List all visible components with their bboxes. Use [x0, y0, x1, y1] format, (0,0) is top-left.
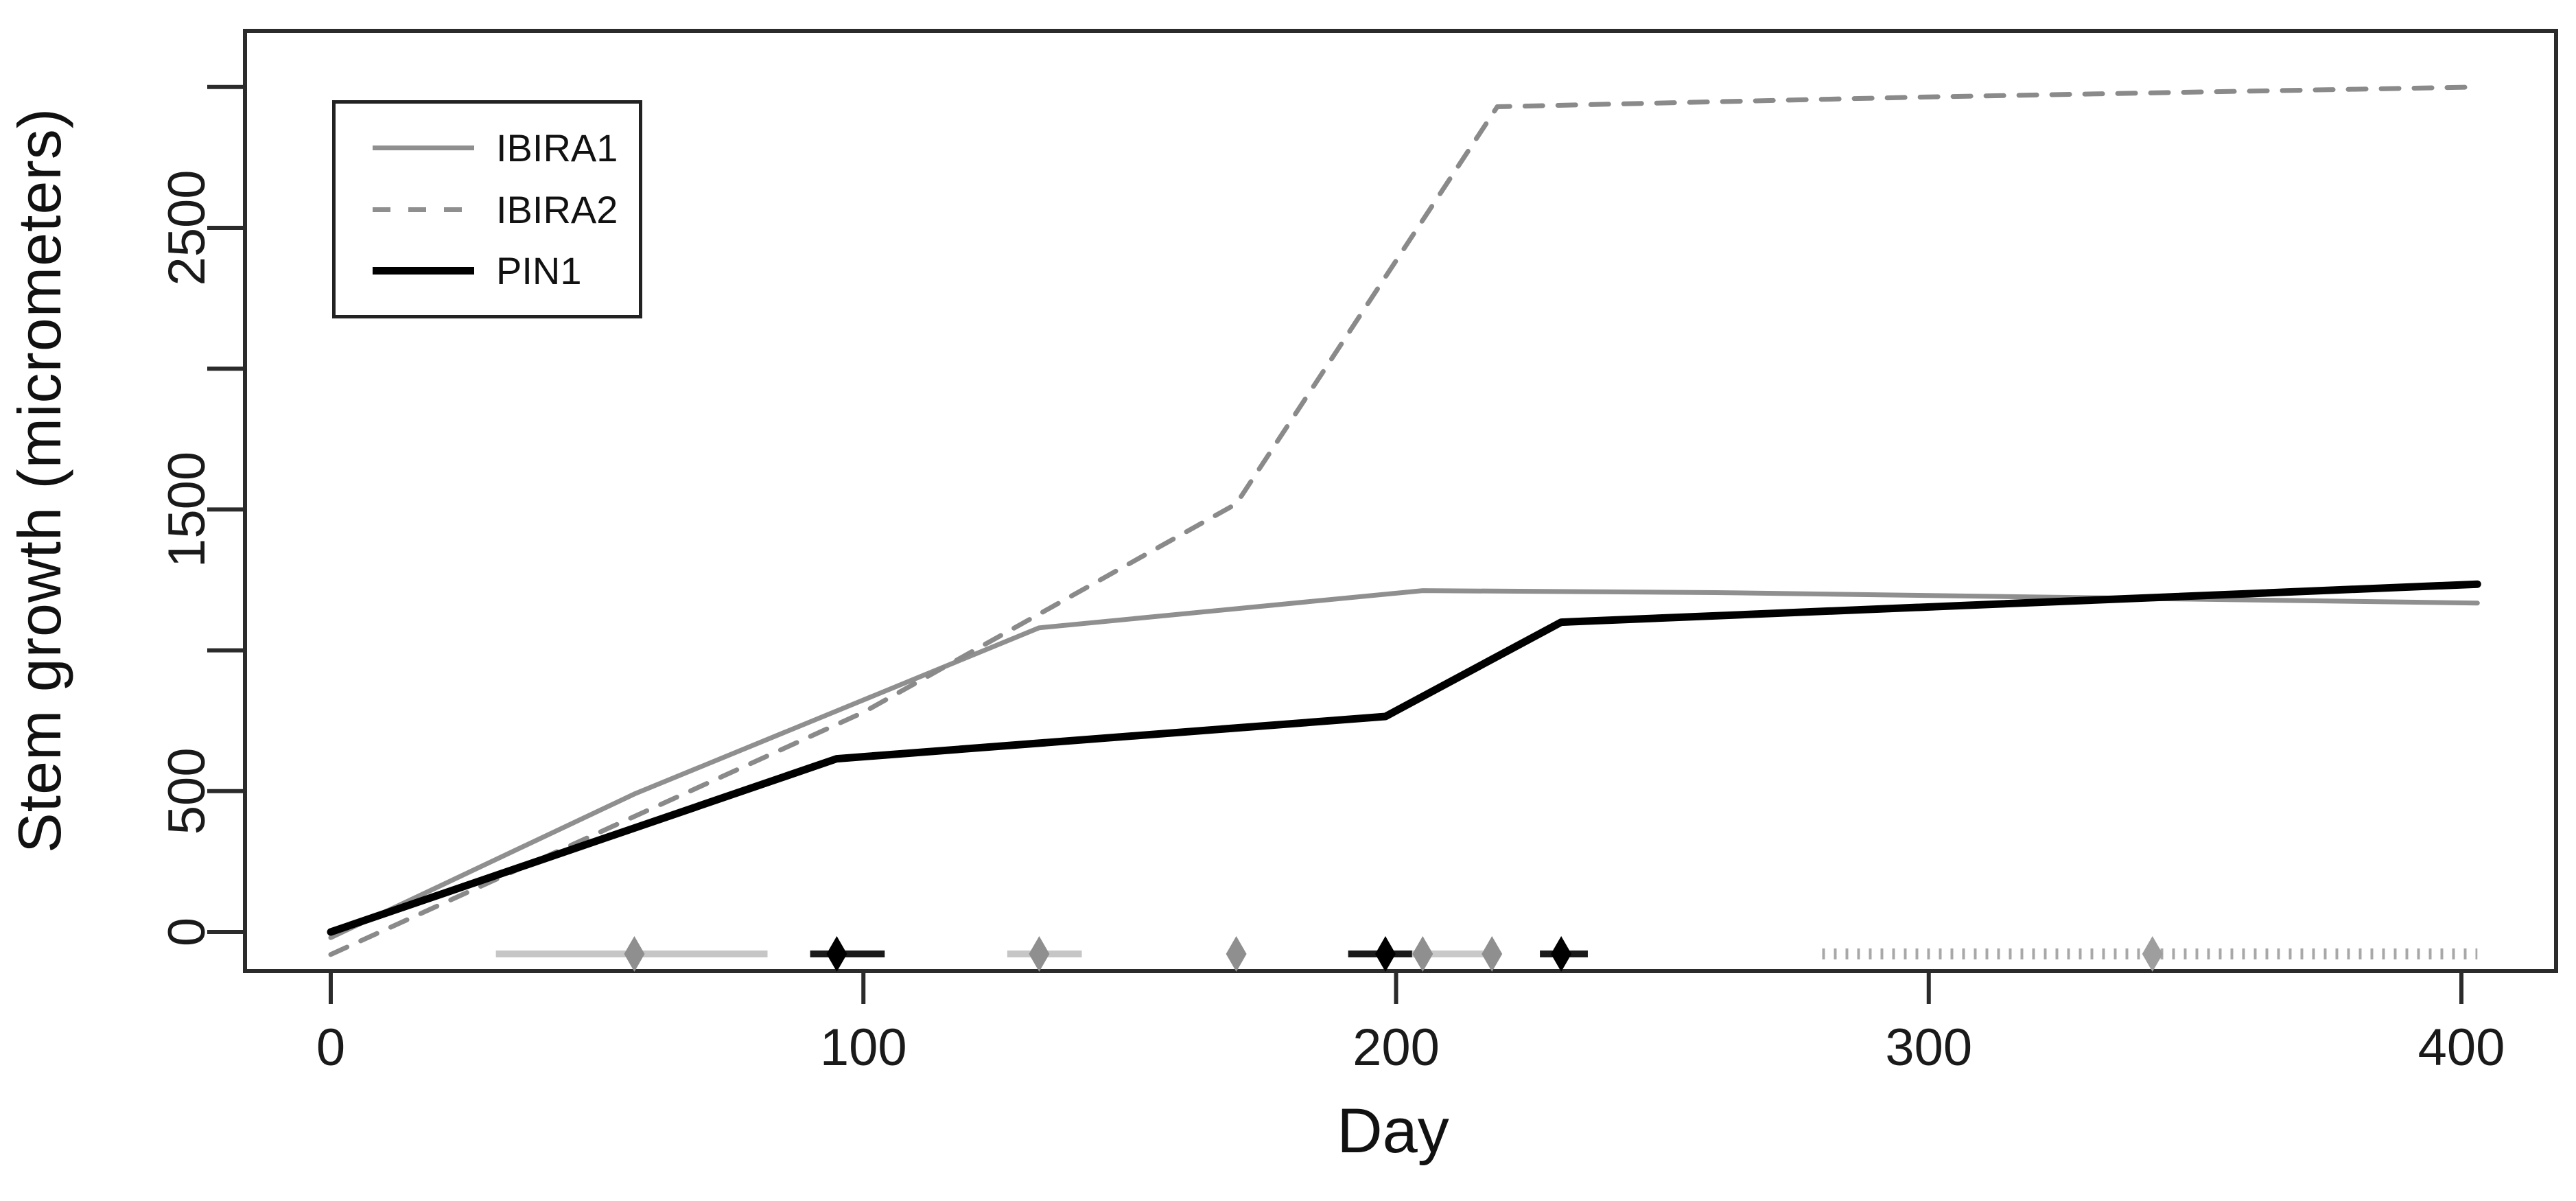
plot-border	[243, 29, 2558, 973]
legend-item-ibira1: IBIRA1	[373, 126, 632, 170]
legend-line-sample-solid-gray	[373, 145, 474, 151]
legend-item-ibira2: IBIRA2	[373, 187, 632, 232]
y-tick-label: 2500	[158, 170, 216, 285]
event-marker-diamond	[624, 936, 645, 972]
legend-box: IBIRA1 IBIRA2 PIN1	[332, 100, 642, 318]
event-marker-diamond	[1551, 936, 1572, 972]
x-axis-title: Day	[1337, 1096, 1449, 1166]
event-marker-diamond	[1412, 936, 1433, 972]
series-line-pin1	[327, 580, 2481, 936]
legend-label: IBIRA1	[496, 126, 618, 170]
legend-label: IBIRA2	[496, 187, 618, 231]
series-line-ibira1	[328, 588, 2480, 940]
x-tick-label: 400	[2418, 1018, 2505, 1077]
series-line-ibira2	[328, 84, 2480, 957]
event-marker-diamond	[826, 936, 847, 972]
x-tick-label: 100	[820, 1018, 907, 1077]
y-tick-label: 0	[158, 918, 216, 946]
event-marker-diamond	[1374, 936, 1396, 972]
y-tick-label: 1500	[158, 452, 216, 568]
y-tick-label: 500	[158, 747, 216, 835]
event-marker-diamond	[1029, 936, 1050, 972]
y-axis-title: Stem growth (micrometers)	[5, 107, 73, 854]
x-tick-label: 0	[316, 1018, 345, 1077]
legend-line-sample-dashed-gray	[373, 207, 474, 212]
legend-label: PIN1	[496, 248, 582, 292]
event-marker-diamond	[2142, 936, 2163, 972]
event-marker-diamond	[1482, 936, 1503, 972]
event-marker-diamond	[1226, 936, 1247, 972]
legend-line-sample-solid-black	[373, 266, 474, 275]
legend-item-pin1: PIN1	[373, 248, 632, 293]
x-tick-label: 200	[1353, 1018, 1440, 1077]
x-tick-label: 300	[1885, 1018, 1972, 1077]
